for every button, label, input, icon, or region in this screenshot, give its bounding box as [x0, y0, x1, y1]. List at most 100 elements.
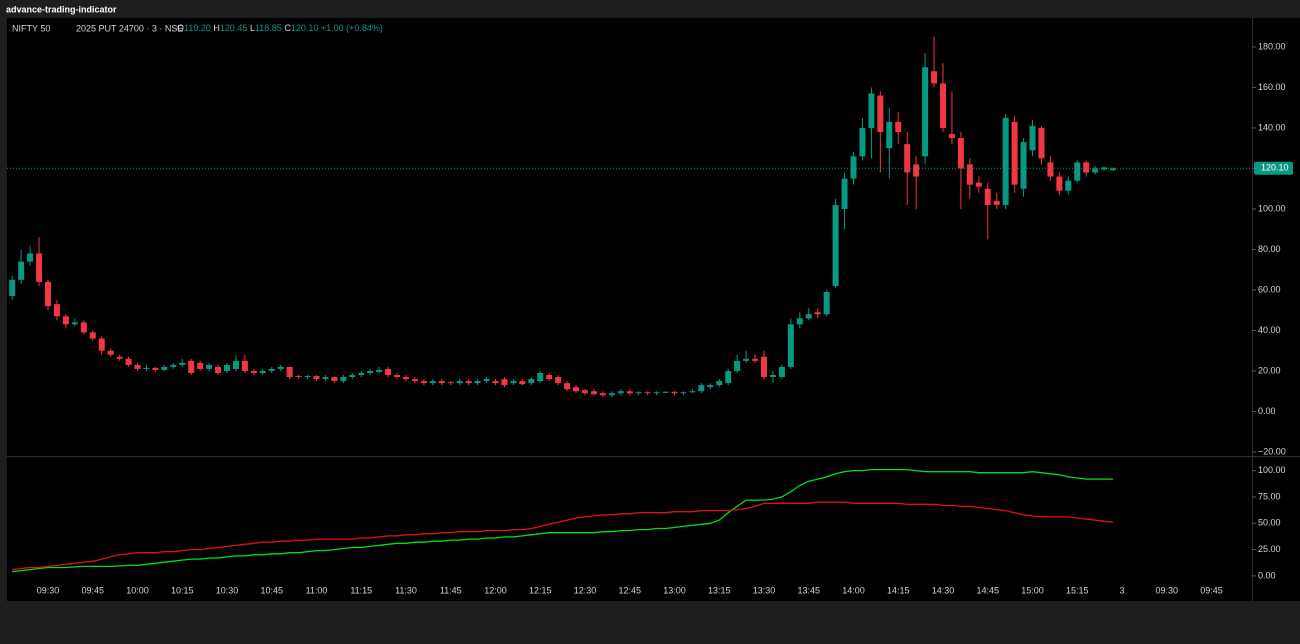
candle-body [922, 67, 929, 157]
candle-body [1020, 142, 1027, 189]
candle-body [224, 364, 230, 371]
instrument: 2025 PUT 24700 · 3 · NSE [76, 23, 183, 33]
y-tick-label: 0.00 [1258, 570, 1276, 580]
candle-body [286, 366, 293, 378]
candle-body [886, 121, 893, 149]
x-tick-label: 14:45 [976, 585, 999, 595]
candle-body [349, 375, 356, 378]
candle-body [1056, 176, 1063, 191]
ohlc-value: 119.20 [184, 23, 211, 33]
candle-body [814, 312, 821, 315]
ohlc-label: O [177, 23, 184, 33]
candle-body [197, 362, 204, 369]
y-tick-label: 180.00 [1258, 41, 1286, 51]
candle-body [734, 360, 741, 371]
candle-body [45, 281, 51, 307]
ohlc-label: C [284, 23, 291, 33]
candle-body [313, 376, 320, 380]
candle-body [179, 362, 186, 365]
candle-body [707, 385, 714, 388]
candle-body [537, 372, 544, 382]
candle-body [215, 366, 222, 373]
x-tick-label: 11:00 [306, 585, 328, 595]
y-tick-label: 160.00 [1258, 82, 1286, 92]
candle-body [635, 392, 642, 394]
candle-body [1092, 168, 1099, 173]
candle-body [447, 382, 454, 384]
y-tick-label: −20.00 [1258, 446, 1286, 456]
candle-body [689, 391, 696, 393]
candle-body [71, 322, 78, 325]
ohlc-value: 120.10 [291, 23, 319, 33]
candle-body [125, 358, 132, 365]
x-tick-label: 12:00 [484, 585, 507, 595]
candle-body [778, 366, 785, 378]
x-tick-label: 11:15 [350, 585, 372, 595]
candle-body [27, 253, 34, 262]
candle-body [608, 393, 615, 396]
candle-body [680, 392, 687, 394]
x-tick-label: 09:45 [1200, 585, 1223, 595]
candle-body [277, 366, 284, 369]
candle-body [599, 393, 606, 396]
candle-body [805, 314, 812, 319]
x-tick-label: 09:45 [81, 585, 104, 595]
candle-body [89, 332, 96, 339]
candle-body [340, 377, 347, 382]
candle-body [143, 367, 150, 369]
candle-body [966, 164, 973, 185]
y-tick-label: 50.00 [1258, 518, 1281, 528]
candle-body [331, 377, 338, 382]
y-tick-label: 20.00 [1258, 365, 1281, 375]
y-tick-label: 25.00 [1258, 544, 1281, 554]
candle-body [1110, 168, 1117, 171]
candle-body [796, 318, 803, 325]
x-tick-label: 15:00 [1021, 585, 1044, 595]
candle-body [590, 391, 597, 395]
candle-body [993, 200, 1000, 205]
candle-body [1047, 162, 1054, 177]
x-tick-label: 12:45 [618, 585, 641, 595]
candle-body [662, 391, 669, 393]
candle-body [895, 121, 902, 133]
candle-body [555, 377, 562, 384]
candle-body [698, 385, 705, 392]
candle-body [617, 391, 624, 394]
candle-body [259, 370, 266, 373]
candle-body [1074, 162, 1081, 181]
candle-body [1065, 180, 1072, 191]
candle-body [1002, 117, 1009, 205]
candle-body [582, 390, 588, 394]
candle-body [9, 279, 16, 297]
chart-bg [7, 18, 1300, 601]
change: +1.00 (+0.84%) [321, 23, 383, 33]
candle-body [546, 375, 553, 380]
ohlc-value: 118.85 [255, 23, 282, 33]
candle-body [1011, 121, 1018, 185]
candle-body [465, 381, 472, 384]
candle-body [456, 381, 463, 384]
candle-body [931, 71, 938, 84]
x-tick-label: 14:00 [842, 585, 865, 595]
candle-body [474, 381, 481, 384]
candle-body [250, 370, 257, 373]
x-tick-label: 13:00 [663, 585, 686, 595]
x-tick-label: 13:30 [753, 585, 776, 595]
candle-body [80, 322, 87, 333]
candle-body [232, 360, 239, 369]
candle-body [850, 156, 857, 179]
x-tick-label: 11:30 [395, 585, 417, 595]
x-tick-label: 14:15 [887, 585, 910, 595]
candle-body [385, 368, 392, 376]
y-tick-label: 40.00 [1258, 325, 1281, 335]
candle-body [644, 392, 651, 394]
candle-body [913, 164, 920, 177]
candle-body [841, 178, 848, 209]
candle-body [134, 364, 141, 369]
candle-body [394, 375, 401, 378]
candle-body [429, 381, 436, 384]
candle-body [411, 379, 418, 382]
x-tick-label: 13:15 [708, 585, 731, 595]
candle-body [98, 338, 105, 351]
